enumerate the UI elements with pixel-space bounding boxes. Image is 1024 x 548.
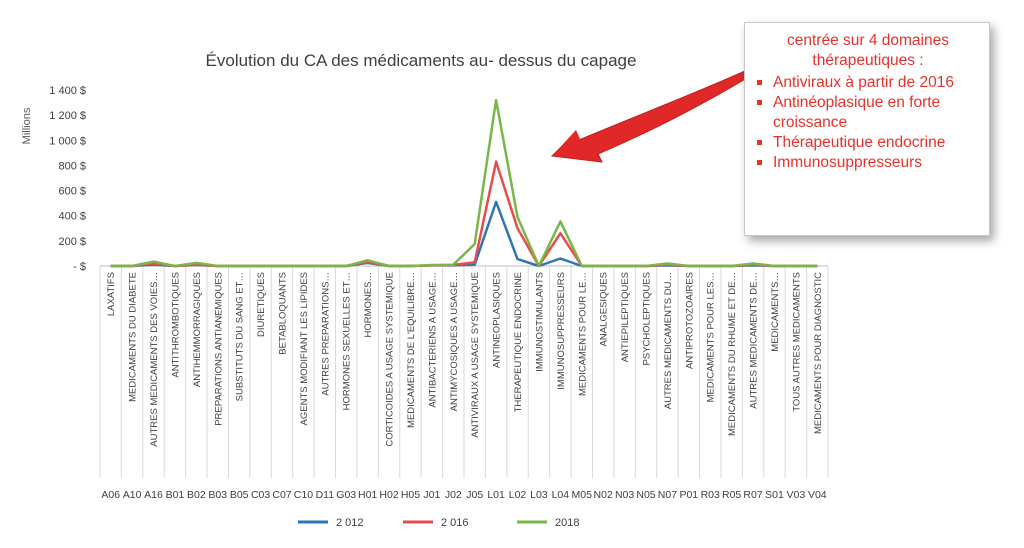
x-code-label: A10 bbox=[123, 489, 142, 501]
x-code-label: B01 bbox=[166, 489, 185, 501]
x-code-label: A06 bbox=[101, 489, 120, 501]
y-axis-label: Millions bbox=[21, 107, 33, 144]
series-lines bbox=[110, 98, 818, 268]
y-tick-label: 1 400 $ bbox=[49, 85, 86, 97]
x-tick-label: THERAPEUTIQUE ENDOCRINE bbox=[513, 272, 524, 412]
x-code-label: N05 bbox=[636, 489, 655, 501]
legend-label: 2 012 bbox=[336, 517, 364, 529]
y-tick-label: 800 $ bbox=[58, 160, 86, 172]
y-tick-labels: - $ 200 $ 400 $ 600 $ 800 $ 1 000 $ 1 200 $ 1 4… bbox=[49, 85, 86, 273]
y-tick-label: 600 $ bbox=[58, 186, 86, 198]
x-tick-label: IMMUNOSTIMULANTS bbox=[534, 272, 545, 372]
x-tick-label: ANTIHEMMORRAGIQUES bbox=[192, 272, 203, 387]
chart-title: Évolution du CA des médicaments au- dess… bbox=[206, 51, 637, 70]
x-code-labels: A06 A10 A16 B01 B02 B03 B05 C03 C07 C10 D11 G03 H01 H… bbox=[101, 489, 826, 501]
x-tick-label: ANTIBACTERIENS A USAGE… bbox=[427, 272, 438, 408]
x-tick-label: MEDICAMENTS… bbox=[770, 272, 781, 352]
x-code-label: C07 bbox=[272, 489, 291, 501]
callout-item: Antinéoplasique en forte croissance bbox=[755, 93, 981, 133]
series-line-2016 bbox=[110, 160, 818, 268]
x-code-label: R07 bbox=[743, 489, 762, 501]
x-code-label: V04 bbox=[808, 489, 827, 501]
x-tick-label: DIURETIQUES bbox=[256, 272, 267, 337]
x-tick-label: ANTITHROMBOTIQUES bbox=[170, 272, 181, 378]
callout-item: Antiviraux à partir de 2016 bbox=[755, 73, 981, 93]
x-tick-label: MEDICAMENTS POUR DIAGNOSTIC bbox=[813, 272, 824, 434]
legend: 2 012 2 016 2018 bbox=[298, 517, 579, 529]
x-code-label: G03 bbox=[336, 489, 356, 501]
legend-label: 2 016 bbox=[441, 517, 469, 529]
x-code-label: R05 bbox=[722, 489, 741, 501]
x-code-label: J05 bbox=[466, 489, 483, 501]
x-code-label: B02 bbox=[187, 489, 206, 501]
x-tick-label: MEDICAMENTS POUR LES… bbox=[706, 272, 717, 402]
x-tick-label: MEDICAMENTS DE L'EQUILIBRE… bbox=[406, 272, 417, 428]
callout-list: Antiviraux à partir de 2016 Antinéoplasi… bbox=[755, 73, 981, 173]
x-tick-label: TOUS AUTRES MEDICAMENTS bbox=[791, 272, 802, 412]
y-tick-label: - $ bbox=[73, 261, 86, 273]
callout-heading: centrée sur 4 domaines thérapeutiques : bbox=[787, 32, 949, 69]
x-tick-label: ANTIVIRAUX A USAGE SYSTEMIQUE bbox=[470, 272, 481, 438]
x-code-label: B03 bbox=[208, 489, 227, 501]
y-tick-label: 1 000 $ bbox=[49, 135, 86, 147]
x-code-label: S01 bbox=[765, 489, 784, 501]
x-tick-label: PSYCHOLEPTIQUES bbox=[642, 272, 653, 365]
x-code-label: D11 bbox=[316, 489, 335, 501]
callout-arrow bbox=[550, 65, 761, 163]
x-tick-label: ANTINEOPLASIQUES bbox=[492, 272, 503, 368]
y-tick-label: 400 $ bbox=[58, 211, 86, 223]
x-code-label: C10 bbox=[294, 489, 313, 501]
x-tick-label: ANTIEPILEPTIQUES bbox=[620, 272, 631, 362]
x-code-label: J01 bbox=[423, 489, 440, 501]
callout-item: Immunosuppresseurs bbox=[755, 153, 981, 173]
x-tick-label: AUTRES PREPARATIONS… bbox=[320, 272, 331, 396]
x-code-label: M05 bbox=[572, 489, 593, 501]
x-code-label: H02 bbox=[379, 489, 398, 501]
x-tick-label: MEDICAMENTS POUR LE… bbox=[577, 272, 588, 396]
x-code-label: N03 bbox=[615, 489, 634, 501]
x-tick-label: MEDICAMENTS DU RHUME ET DE… bbox=[727, 272, 738, 436]
legend-label: 2018 bbox=[555, 517, 579, 529]
x-tick-label: AUTRES MEDICAMENTS DES VOIES… bbox=[149, 272, 160, 447]
callout-item: Thérapeutique endocrine bbox=[755, 133, 981, 153]
y-tick-label: 1 200 $ bbox=[49, 110, 86, 122]
x-tick-label: CORTICOIDES A USAGE SYSTEMIQUE bbox=[385, 272, 396, 447]
series-line-2012 bbox=[110, 200, 818, 268]
x-tick-label: IMMUNOSUPPRESSEURS bbox=[556, 272, 567, 390]
x-tick-label: PREPARATIONS ANTIANEMIQUES bbox=[213, 272, 224, 426]
x-tick-label: BETABLOQUANTS bbox=[278, 272, 289, 355]
annotation-callout: centrée sur 4 domaines thérapeutiques : … bbox=[744, 22, 990, 236]
x-tick-label: ANTIPROTOZOAIRES bbox=[684, 272, 695, 369]
gridlines bbox=[99, 265, 829, 478]
x-tick-label: AUTRES MEDICAMENTS DE… bbox=[749, 272, 760, 409]
x-tick-label: AGENTS MODIFIANT LES LIPIDES bbox=[299, 272, 310, 425]
x-code-label: R03 bbox=[701, 489, 720, 501]
y-tick-label: 200 $ bbox=[58, 236, 86, 248]
x-code-label: L03 bbox=[530, 489, 548, 501]
x-tick-label: ANALGESIQUES bbox=[599, 272, 610, 346]
series-line-2018 bbox=[110, 98, 818, 268]
x-code-label: A16 bbox=[144, 489, 163, 501]
x-code-label: H05 bbox=[401, 489, 420, 501]
x-code-label: L04 bbox=[552, 489, 570, 501]
x-tick-labels: LAXATIFS MEDICAMENTS DU DIABETE AUTRES MED… bbox=[106, 272, 824, 447]
x-code-label: C03 bbox=[251, 489, 270, 501]
x-tick-label: AUTRES MEDICAMENTS DU… bbox=[663, 272, 674, 409]
x-tick-label: HORMONES SEXUELLES ET… bbox=[342, 272, 353, 410]
x-tick-label: LAXATIFS bbox=[106, 272, 117, 316]
x-code-label: L02 bbox=[509, 489, 527, 501]
x-code-label: N07 bbox=[658, 489, 677, 501]
x-code-label: P01 bbox=[679, 489, 698, 501]
x-code-label: H01 bbox=[358, 489, 377, 501]
x-code-label: N02 bbox=[594, 489, 613, 501]
x-tick-label: ANTIMYCOSIQUES A USAGE… bbox=[449, 272, 460, 411]
x-tick-label: HORMONES… bbox=[363, 272, 374, 337]
x-code-label: L01 bbox=[487, 489, 505, 501]
x-tick-label: SUBSTITUTS DU SANG ET… bbox=[235, 272, 246, 401]
x-code-label: B05 bbox=[230, 489, 249, 501]
x-tick-label: MEDICAMENTS DU DIABETE bbox=[128, 272, 139, 402]
x-code-label: J02 bbox=[445, 489, 462, 501]
x-code-label: V03 bbox=[787, 489, 806, 501]
